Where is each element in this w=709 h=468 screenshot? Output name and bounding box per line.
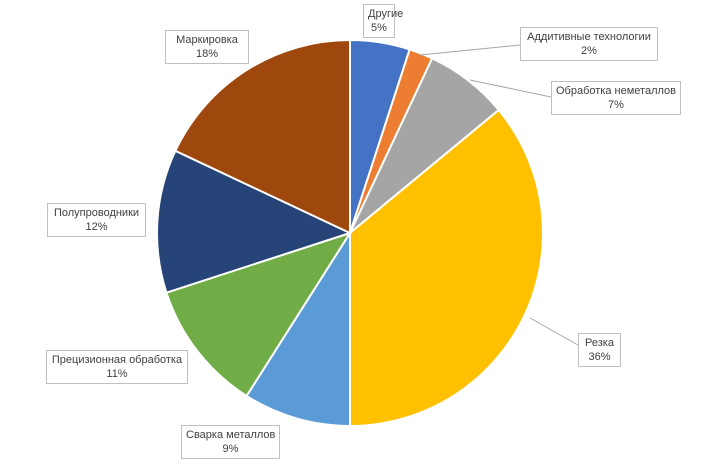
- pie-slice: [156, 149, 353, 294]
- slice-label: Полупроводники: [53, 207, 140, 219]
- slice-percent: 5%: [371, 22, 387, 34]
- pie-slice: [174, 38, 351, 235]
- slice-percent: 12%: [85, 221, 108, 233]
- data-label-precision: Прецизионная обработка 11%: [46, 350, 188, 384]
- slice-percent: 18%: [195, 48, 219, 60]
- slice-label: Прецизионная обработка: [51, 354, 183, 366]
- data-label-marking: Маркировка 18%: [165, 30, 249, 64]
- slice-label: Сварка металлов: [186, 429, 276, 441]
- data-label-welding: Сварка металлов 9%: [181, 425, 280, 459]
- slice-label: Резка: [585, 337, 614, 349]
- leader-line: [469, 79, 552, 98]
- slice-percent: 2%: [581, 45, 597, 57]
- data-label-nonmetals: Обработка неметаллов 7%: [551, 81, 681, 115]
- slice-label: Другие: [368, 8, 404, 20]
- data-label-rezka: Резка 36%: [578, 333, 621, 367]
- data-label-drugie: Другие 5%: [363, 4, 404, 38]
- leader-line: [419, 44, 521, 56]
- slice-percent: 36%: [588, 351, 611, 363]
- slice-label: Обработка неметаллов: [556, 85, 676, 97]
- pie-slice: [349, 108, 544, 428]
- data-label-additive: Аддитивные технологии 2%: [520, 27, 658, 61]
- slice-percent: 9%: [222, 443, 239, 455]
- slice-label: Маркировка: [176, 34, 238, 46]
- slice-percent: 11%: [106, 368, 128, 380]
- slice-label: Аддитивные технологии: [527, 31, 651, 43]
- slice-percent: 7%: [608, 99, 624, 111]
- pie-slice: [245, 229, 351, 428]
- leader-line: [529, 317, 579, 346]
- data-label-semiconductors: Полупроводники 12%: [47, 203, 146, 237]
- pie-slice: [165, 231, 353, 398]
